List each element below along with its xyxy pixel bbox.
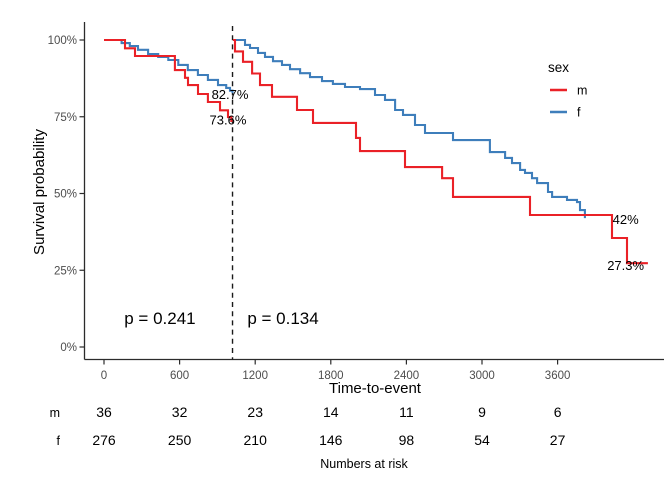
x-tick-label: 1800: [318, 370, 344, 382]
x-axis-title: Time-to-event: [329, 380, 422, 397]
risk-count: 14: [323, 404, 339, 420]
risk-count: 54: [474, 432, 490, 448]
survival-percent-label: 42%: [613, 212, 639, 227]
risk-count: 36: [96, 404, 112, 420]
y-tick-label: 100%: [48, 35, 77, 47]
risk-count: 210: [244, 432, 268, 448]
p-value-label: p = 0.134: [247, 309, 318, 328]
risk-count: 250: [168, 432, 192, 448]
x-tick-label: 600: [170, 370, 189, 382]
risk-count: 6: [554, 404, 562, 420]
x-tick-label: 3600: [545, 370, 571, 382]
y-tick-label: 50%: [54, 189, 77, 201]
risk-row-label-f: f: [57, 434, 61, 448]
y-tick-label: 25%: [54, 265, 77, 277]
x-tick-label: 1200: [242, 370, 268, 382]
survival-percent-label: 73.6%: [210, 112, 247, 127]
x-tick-label: 0: [101, 370, 107, 382]
risk-count: 98: [399, 432, 415, 448]
legend-title: sex: [548, 60, 569, 75]
risk-count: 11: [399, 404, 414, 420]
p-value-label: p = 0.241: [124, 309, 195, 328]
y-axis-title: Survival probability: [31, 129, 48, 255]
risk-count: 32: [172, 404, 188, 420]
survival-percent-label: 82.7%: [212, 87, 249, 102]
survival-curve-m-before-landmark: [104, 38, 233, 123]
survival-curve-f-after-landmark: [233, 38, 586, 219]
risk-count: 276: [92, 432, 116, 448]
y-tick-label: 75%: [54, 112, 77, 124]
risk-count: 9: [478, 404, 486, 420]
risk-count: 23: [247, 404, 263, 420]
survival-curve-f-before-landmark: [104, 38, 234, 94]
survival-curve-m-after-landmark: [233, 38, 648, 265]
x-tick-label: 3000: [469, 370, 495, 382]
risk-table-caption: Numbers at risk: [320, 457, 408, 471]
risk-count: 27: [550, 432, 566, 448]
survival-percent-label: 27.3%: [607, 258, 644, 273]
legend-label-f: f: [577, 106, 581, 120]
risk-count: 146: [319, 432, 343, 448]
x-tick-label: 2400: [394, 370, 420, 382]
legend-label-m: m: [577, 84, 587, 98]
risk-row-label-m: m: [50, 406, 60, 420]
y-tick-label: 0%: [60, 342, 77, 354]
